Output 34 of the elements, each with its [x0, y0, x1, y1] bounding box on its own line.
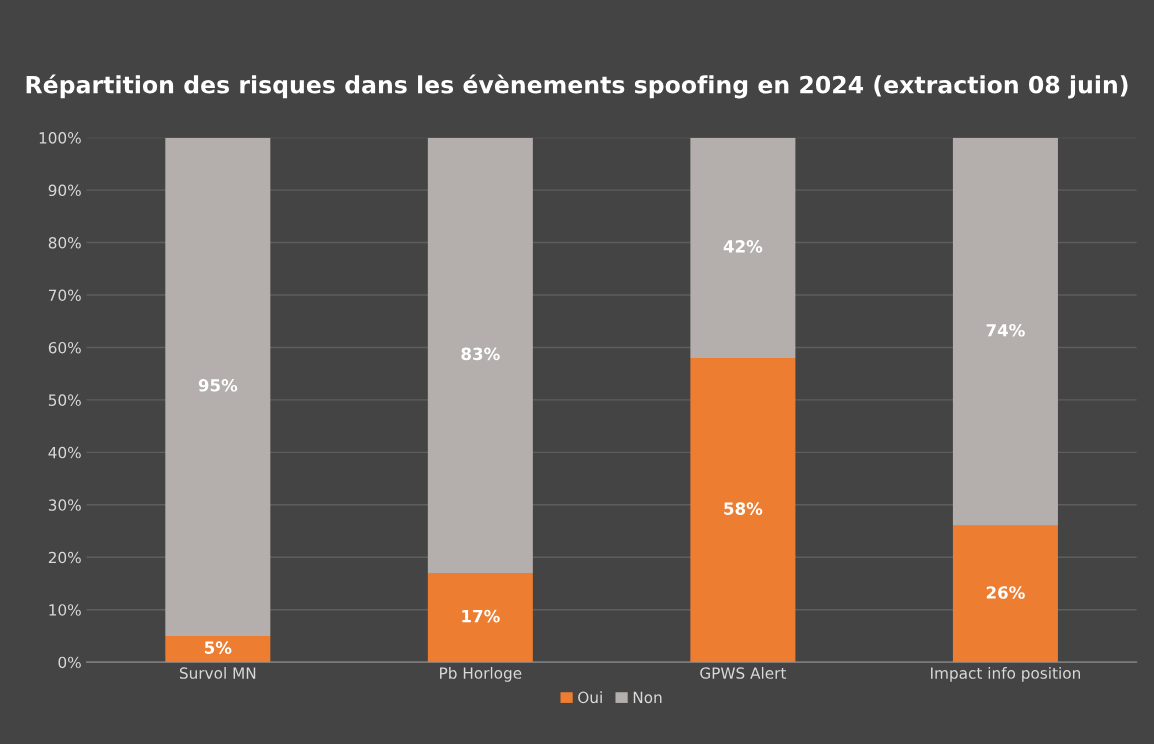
x-tick-label: Survol MN — [179, 667, 256, 679]
bar — [952, 525, 1058, 663]
y-tick-label: 10% — [49, 604, 81, 616]
x-tick-label: Pb Horloge — [440, 667, 522, 682]
data-label: 17% — [462, 609, 500, 623]
x-tick-label: Impact info position — [931, 667, 1080, 682]
bar — [165, 635, 271, 663]
data-label: 95% — [198, 379, 238, 392]
y-tick-label: 90% — [48, 184, 81, 197]
y-tick-label: 20% — [48, 551, 81, 564]
data-label: 74% — [986, 323, 1025, 337]
bar — [427, 137, 533, 573]
y-tick-label: 50% — [48, 394, 81, 406]
data-label: 83% — [461, 347, 500, 361]
y-tick-label: 100% — [39, 132, 81, 144]
bar — [165, 137, 271, 636]
y-tick-label: 30% — [48, 499, 81, 511]
data-label: 42% — [723, 240, 763, 253]
bar — [690, 137, 796, 358]
bar — [690, 357, 796, 663]
data-label: 58% — [724, 502, 763, 515]
y-tick-label: 70% — [48, 289, 81, 302]
legend-label: Non — [633, 691, 662, 704]
y-tick-label: 60% — [48, 341, 81, 354]
y-tick-label: 40% — [48, 446, 81, 459]
legend-label: Oui — [578, 691, 602, 704]
y-tick-label: 80% — [48, 237, 81, 249]
x-tick-label: GPWS Alert — [700, 667, 787, 679]
data-label: 5% — [204, 641, 232, 654]
data-label: 26% — [986, 586, 1025, 599]
bar — [427, 572, 533, 663]
chart-title: Répartition des risques dans les évènements spoofing en 2024 (extraction 08 juin) — [26, 74, 1128, 99]
y-tick-label: 0% — [58, 656, 81, 669]
bar — [952, 137, 1058, 526]
